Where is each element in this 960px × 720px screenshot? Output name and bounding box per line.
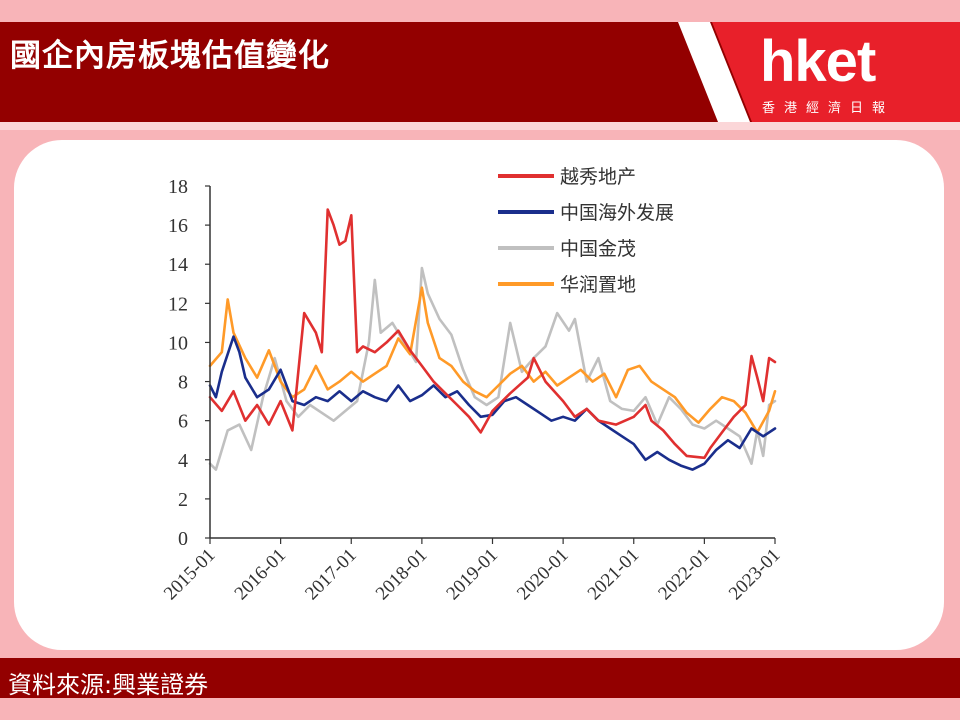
y-tick-label: 8 (178, 372, 188, 394)
series-line-0 (208, 208, 777, 460)
legend-label-1: 中国海外发展 (560, 202, 674, 224)
y-tick-label: 2 (178, 489, 188, 511)
series-line-1 (208, 335, 777, 471)
brand-logo: hket (760, 29, 876, 94)
top-strip (0, 0, 960, 22)
x-tick-label: 2023-01 (725, 545, 785, 605)
y-tick-label: 6 (178, 411, 188, 433)
legend-label-0: 越秀地产 (560, 166, 636, 188)
y-tick-label: 14 (168, 254, 188, 276)
page-title: 國企內房板塊估值變化 (10, 38, 330, 74)
y-tick-label: 10 (168, 332, 188, 354)
x-tick-label: 2020-01 (513, 545, 573, 605)
x-tick-label: 2016-01 (231, 545, 291, 605)
bottom-strip (0, 698, 960, 720)
x-tick-label: 2019-01 (442, 545, 502, 605)
header-underline (0, 122, 960, 130)
y-tick-label: 16 (168, 215, 188, 237)
x-tick-label: 2017-01 (301, 545, 361, 605)
x-tick-label: 2022-01 (654, 545, 714, 605)
y-tick-label: 12 (168, 293, 188, 315)
x-tick-label: 2021-01 (584, 545, 644, 605)
y-tick-label: 0 (178, 528, 188, 550)
series-line-2 (208, 266, 777, 471)
legend-label-2: 中国金茂 (560, 238, 636, 260)
y-tick-label: 18 (168, 176, 188, 198)
x-tick-label: 2015-01 (160, 545, 220, 605)
source-note: 資料來源:興業證券 (8, 671, 209, 699)
x-tick-label: 2018-01 (372, 545, 432, 605)
brand-subtitle: 香港經濟日報 (762, 101, 895, 116)
y-tick-label: 4 (178, 450, 188, 472)
legend-label-3: 华润置地 (560, 274, 636, 296)
footer-bar (0, 658, 960, 698)
chart-panel (14, 140, 944, 650)
brand-stripe-graphic (678, 22, 960, 122)
